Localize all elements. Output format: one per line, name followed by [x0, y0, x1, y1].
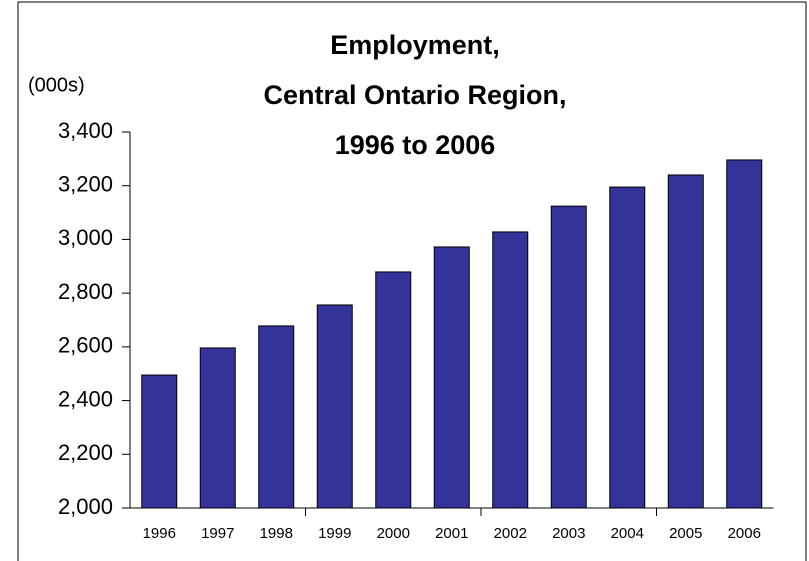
- x-tick-label: 1996: [143, 525, 176, 542]
- bar: [609, 186, 646, 509]
- bar: [199, 347, 236, 509]
- y-tick-label: 2,800: [58, 279, 113, 304]
- y-axis-label: (000s): [28, 74, 85, 96]
- bar: [433, 246, 470, 509]
- x-tick-label: 2000: [377, 525, 410, 542]
- x-tick-label: 1997: [201, 525, 234, 542]
- bar: [316, 304, 353, 509]
- bar: [492, 231, 529, 509]
- y-tick-label: 2,200: [58, 440, 113, 465]
- chart-title: Central Ontario Region,: [263, 80, 566, 110]
- x-tick-label: 2004: [611, 525, 644, 542]
- x-tick-label: 2005: [669, 525, 702, 542]
- bar: [726, 159, 763, 509]
- chart-title: 1996 to 2006: [335, 130, 496, 160]
- bar: [141, 374, 178, 509]
- x-tick-label: 2001: [435, 525, 468, 542]
- x-tick-label: 2003: [552, 525, 585, 542]
- bar: [258, 325, 295, 509]
- y-tick-label: 2,400: [58, 386, 113, 411]
- y-tick-label: 3,200: [58, 172, 113, 197]
- bar: [550, 205, 587, 509]
- x-tick-label: 1998: [260, 525, 293, 542]
- chart-title: Employment,: [330, 30, 500, 60]
- x-tick-label: 2006: [728, 525, 761, 542]
- y-tick-label: 3,400: [58, 118, 113, 143]
- chart-frame: [17, 1, 807, 561]
- y-tick-label: 3,000: [58, 225, 113, 250]
- bar: [375, 271, 412, 509]
- y-tick-label: 2,000: [58, 494, 113, 519]
- y-tick-label: 2,600: [58, 333, 113, 358]
- bar: [667, 174, 704, 509]
- x-tick-label: 1999: [318, 525, 351, 542]
- x-tick-label: 2002: [494, 525, 527, 542]
